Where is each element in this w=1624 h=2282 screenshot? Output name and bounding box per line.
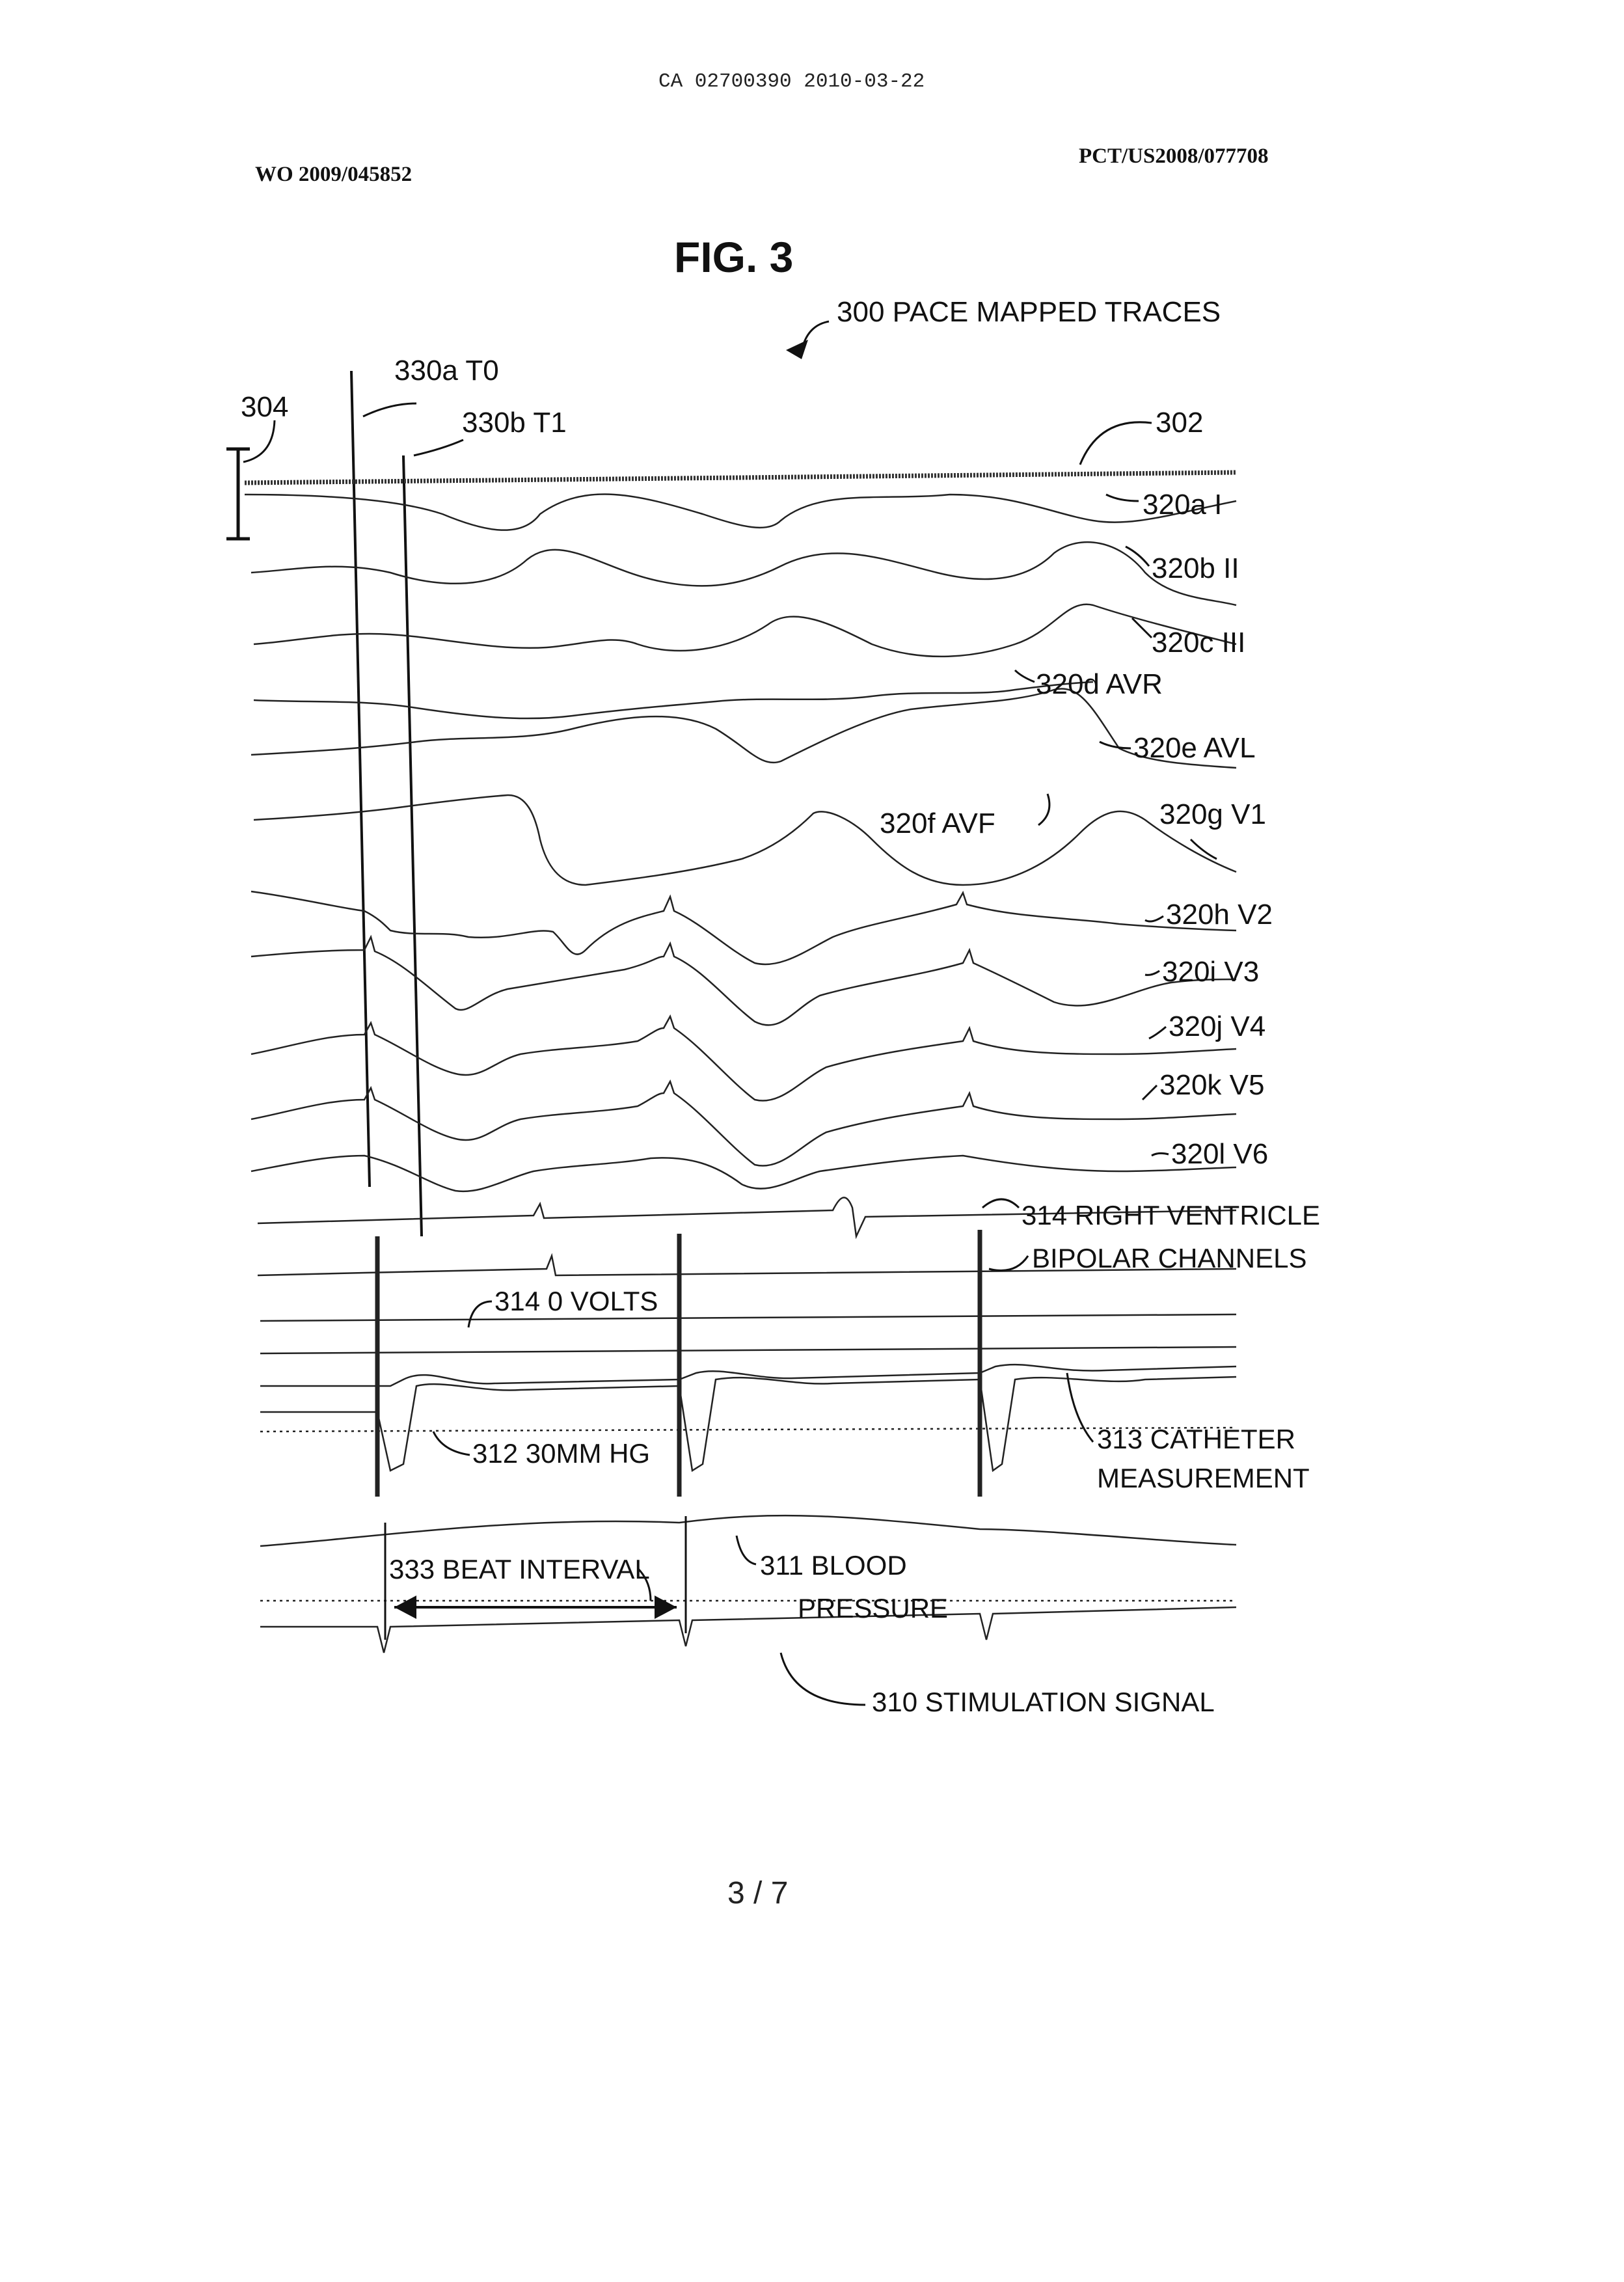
figure-title: FIG. 3 bbox=[674, 233, 793, 281]
label-311-2: PRESSURE bbox=[798, 1593, 948, 1623]
label-313-1: 313 CATHETER bbox=[1097, 1424, 1295, 1454]
leader-302 bbox=[1080, 422, 1152, 465]
ecg-traces bbox=[245, 495, 1236, 1191]
label-320e: 320e AVL bbox=[1133, 732, 1256, 764]
label-312: 312 30MM HG bbox=[472, 1438, 650, 1469]
label-313-2: MEASUREMENT bbox=[1097, 1463, 1310, 1493]
leader-313 bbox=[1067, 1373, 1093, 1442]
leader-314-rv-2 bbox=[989, 1256, 1028, 1271]
label-320l: 320l V6 bbox=[1171, 1138, 1268, 1170]
t1-leader bbox=[414, 440, 463, 455]
label-320f: 320f AVF bbox=[880, 808, 995, 839]
trace-v5 bbox=[251, 1081, 1236, 1166]
t0-label: 330a T0 bbox=[394, 355, 499, 387]
label-302: 302 bbox=[1156, 407, 1203, 439]
label-320a: 320a I bbox=[1143, 489, 1222, 521]
trace-v1 bbox=[254, 795, 1236, 885]
leader-314-rv bbox=[982, 1199, 1019, 1208]
trace-v2 bbox=[251, 891, 1236, 964]
trace-iii bbox=[254, 604, 1236, 657]
trace-i bbox=[245, 495, 1236, 530]
label-320h: 320h V2 bbox=[1166, 899, 1273, 930]
label-300: 300 PACE MAPPED TRACES bbox=[837, 296, 1221, 328]
label-320b: 320b II bbox=[1152, 552, 1239, 584]
leader-304 bbox=[243, 420, 275, 462]
beat-interval-arrowhead-left bbox=[394, 1596, 416, 1619]
t0-line bbox=[351, 371, 370, 1187]
baseline-302 bbox=[245, 472, 1236, 483]
label-314-rv-2: BIPOLAR CHANNELS bbox=[1032, 1243, 1306, 1273]
leader-314-zero bbox=[468, 1301, 492, 1327]
label-320i: 320i V3 bbox=[1162, 956, 1259, 988]
trace-ii bbox=[251, 542, 1236, 605]
label-314-zero: 314 0 VOLTS bbox=[494, 1286, 658, 1316]
leader-311 bbox=[737, 1536, 756, 1564]
label-320d: 320d AVR bbox=[1036, 668, 1163, 700]
t1-label: 330b T1 bbox=[462, 407, 567, 439]
label-320k: 320k V5 bbox=[1159, 1069, 1264, 1101]
label-333: 333 BEAT INTERVAL bbox=[389, 1554, 650, 1584]
catheter-traces bbox=[260, 1314, 1236, 1471]
arrow-300-head bbox=[786, 340, 808, 359]
label-311-1: 311 BLOOD bbox=[760, 1550, 907, 1581]
trace-avr bbox=[254, 682, 1093, 718]
trace-avl bbox=[251, 688, 1236, 768]
arrow-300 bbox=[802, 321, 829, 351]
leader-312 bbox=[433, 1432, 470, 1455]
label-304: 304 bbox=[241, 391, 288, 423]
label-310: 310 STIMULATION SIGNAL bbox=[872, 1687, 1215, 1717]
beat-interval-arrowhead-right bbox=[655, 1596, 677, 1619]
label-320c: 320c III bbox=[1152, 627, 1245, 659]
trace-v3 bbox=[251, 937, 1236, 1025]
t0-leader bbox=[363, 403, 416, 416]
page-number: 3 / 7 bbox=[727, 1875, 788, 1911]
label-320g: 320g V1 bbox=[1159, 798, 1266, 830]
trace-v4 bbox=[251, 1016, 1236, 1101]
trace-v6 bbox=[251, 1156, 1236, 1191]
leader-310 bbox=[781, 1653, 865, 1705]
lead-labels: 320a I 320b II 320c III 320d AVR 320e AV… bbox=[880, 489, 1273, 1170]
label-314-rv-1: 314 RIGHT VENTRICLE bbox=[1022, 1200, 1320, 1230]
label-320j: 320j V4 bbox=[1169, 1011, 1265, 1042]
